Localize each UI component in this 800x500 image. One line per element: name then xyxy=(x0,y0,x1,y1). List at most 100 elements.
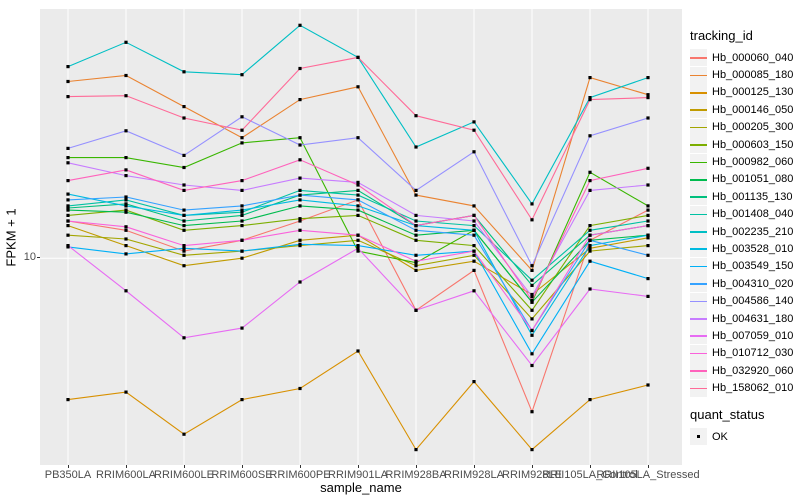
data-point xyxy=(588,244,592,248)
data-point xyxy=(472,219,476,223)
legend-item-ok: OK xyxy=(690,428,798,445)
data-point xyxy=(472,128,476,132)
legend: tracking_id Hb_000060_040 Hb_000085_180 Hb… xyxy=(690,28,798,445)
legend-key-swatch xyxy=(690,136,707,154)
data-point xyxy=(530,218,534,222)
data-point xyxy=(66,206,70,210)
data-point xyxy=(124,208,128,212)
data-point xyxy=(240,128,244,132)
legend-item-label: Hb_000982_060 xyxy=(712,156,794,169)
legend-key-swatch xyxy=(690,66,707,84)
data-point xyxy=(240,210,244,214)
legend-item: Hb_032920_060 xyxy=(690,362,798,380)
data-point xyxy=(530,298,534,302)
data-point xyxy=(298,242,302,246)
data-point xyxy=(472,120,476,124)
data-point xyxy=(66,79,70,84)
data-point xyxy=(414,219,418,223)
legend-key-swatch xyxy=(690,118,707,136)
data-point xyxy=(182,165,186,170)
data-point xyxy=(646,219,650,223)
y-tick-mark xyxy=(37,257,40,258)
data-point xyxy=(240,249,244,253)
data-point xyxy=(124,204,128,208)
data-point xyxy=(530,278,534,282)
data-point xyxy=(182,336,186,340)
x-tick-mark xyxy=(300,465,301,468)
data-point xyxy=(240,115,244,119)
data-point xyxy=(66,95,70,99)
data-point xyxy=(182,116,186,120)
data-point xyxy=(530,264,534,268)
data-point xyxy=(240,398,244,402)
data-point xyxy=(298,143,302,147)
data-point xyxy=(66,146,70,150)
data-point xyxy=(472,150,476,154)
legend-item: Hb_000205_300 xyxy=(690,118,798,136)
data-point xyxy=(646,93,650,97)
data-point xyxy=(124,289,128,293)
data-point xyxy=(414,224,418,228)
x-tick-label: RRIM928BA xyxy=(385,469,447,481)
data-point xyxy=(646,208,650,212)
legend-item-label: Hb_007059_010 xyxy=(712,329,794,342)
legend-items: Hb_000060_040 Hb_000085_180 Hb_000125_130 H… xyxy=(690,49,798,397)
y-tick-label: 10 xyxy=(23,251,36,263)
data-point xyxy=(646,183,650,187)
legend-key-swatch xyxy=(690,205,707,223)
plot-panel xyxy=(40,9,682,465)
data-point xyxy=(240,256,244,260)
data-point xyxy=(472,213,476,217)
data-point xyxy=(66,219,70,223)
data-point xyxy=(240,224,244,228)
legend-key-swatch xyxy=(690,240,707,258)
data-point xyxy=(356,244,360,248)
data-point xyxy=(298,204,302,208)
data-point xyxy=(182,213,186,217)
data-point xyxy=(66,156,70,160)
legend-item-label: Hb_000125_130 xyxy=(712,86,794,99)
legend-item: Hb_003528_010 xyxy=(690,240,798,258)
data-point xyxy=(646,294,650,298)
data-point xyxy=(298,198,302,202)
data-point xyxy=(588,249,592,253)
legend-item-label: Hb_000085_180 xyxy=(712,69,794,82)
legend-line-swatch-icon xyxy=(690,248,707,251)
legend-key-swatch xyxy=(690,188,707,206)
data-point xyxy=(298,98,302,102)
legend-item: Hb_000982_060 xyxy=(690,153,798,171)
legend-item-label: Hb_004631_180 xyxy=(712,312,794,325)
data-point xyxy=(414,228,418,232)
data-point xyxy=(240,238,244,242)
legend-item-label: Hb_004586_140 xyxy=(712,295,794,308)
data-point xyxy=(646,116,650,120)
data-point xyxy=(182,244,186,248)
legend-line-swatch-icon xyxy=(690,213,707,216)
data-point xyxy=(530,294,534,298)
data-point xyxy=(530,410,534,414)
data-point xyxy=(356,213,360,217)
x-tick-label: RRIM600PE xyxy=(269,469,331,481)
data-point xyxy=(182,246,186,250)
legend-line-swatch-icon xyxy=(690,196,707,198)
chart-canvas xyxy=(40,9,682,465)
data-point xyxy=(298,386,302,391)
data-point xyxy=(298,193,302,197)
data-point xyxy=(356,233,360,237)
data-point xyxy=(298,176,302,180)
data-point xyxy=(414,145,418,149)
data-point xyxy=(472,289,476,293)
data-point xyxy=(356,349,360,353)
data-point xyxy=(356,249,360,253)
data-point xyxy=(356,136,360,140)
data-point xyxy=(240,188,244,192)
x-tick-label: RRII105LA_Control xyxy=(542,469,638,481)
legend-line-swatch-icon xyxy=(690,352,707,355)
data-point xyxy=(66,213,70,217)
data-point xyxy=(530,333,534,337)
data-point xyxy=(298,66,302,71)
data-point xyxy=(588,224,592,228)
x-tick-mark xyxy=(358,465,359,468)
legend-item-label: Hb_001135_130 xyxy=(712,190,793,203)
legend-key-swatch xyxy=(690,310,707,328)
